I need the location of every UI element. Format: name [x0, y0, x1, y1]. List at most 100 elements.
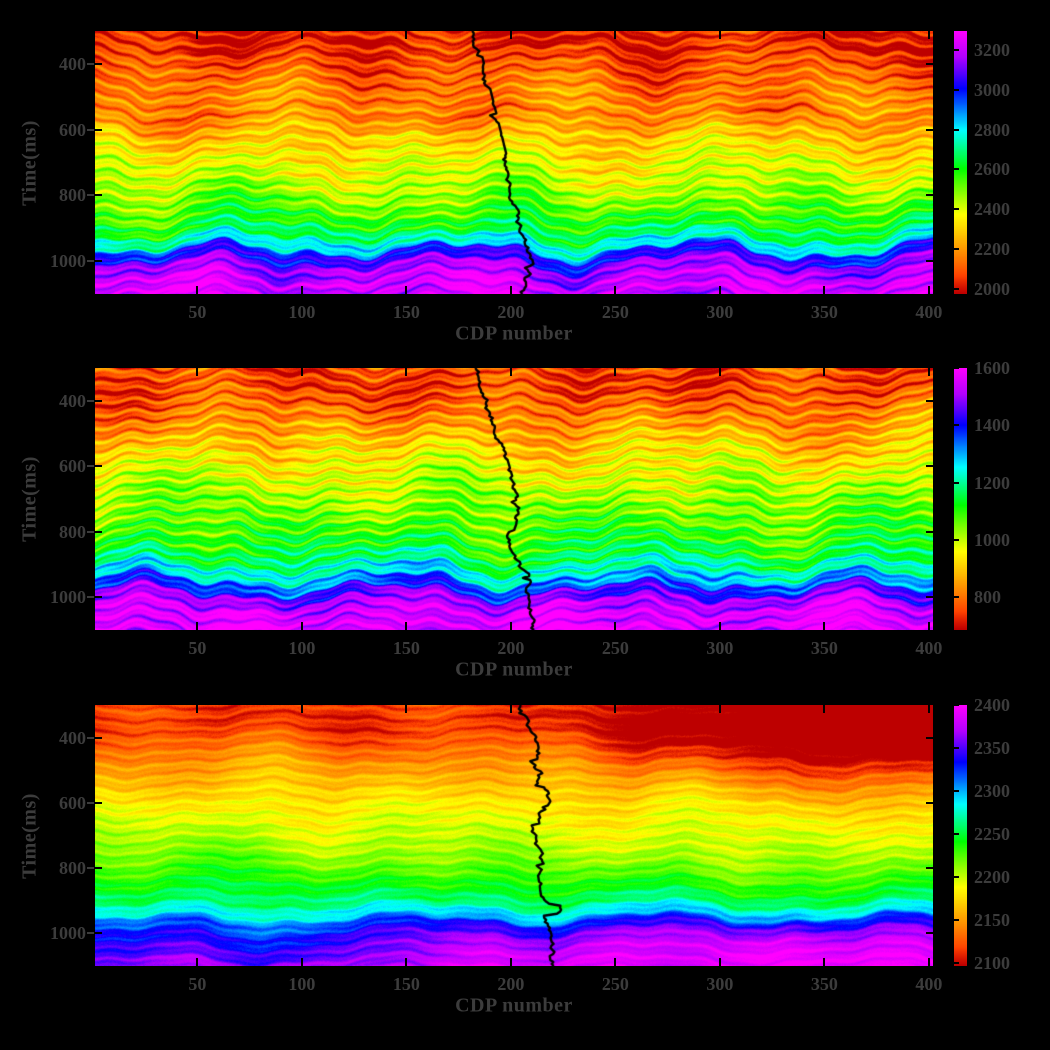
colorbar-tick-label: 2400: [974, 199, 1010, 220]
x-tick-mark: [823, 286, 826, 294]
y-tick-mark: [87, 867, 94, 870]
x-tick-label: 50: [188, 638, 207, 658]
colorbar-tick-mark: [954, 424, 959, 427]
x-tick-label: 150: [392, 974, 420, 994]
y-tick-label: 600: [59, 456, 86, 477]
y-tick-mark: [926, 736, 933, 739]
colorbar-tick-mark: [954, 789, 959, 792]
x-tick-mark: [405, 31, 408, 39]
colorbar-tick-label: 2150: [974, 909, 1010, 930]
y-tick-label: 1000: [50, 251, 86, 272]
colorbar-tick-mark: [954, 961, 959, 964]
heatmap-canvas: [95, 368, 933, 630]
x-tick-label: 250: [601, 638, 629, 658]
x-tick-mark: [718, 622, 721, 630]
x-tick-mark: [509, 705, 512, 713]
colorbar-tick-mark: [954, 88, 959, 91]
x-tick-mark: [196, 31, 199, 39]
x-axis-label: CDP number: [455, 994, 573, 1017]
y-tick-mark: [87, 736, 94, 739]
x-tick-mark: [196, 705, 199, 713]
y-tick-mark: [926, 530, 933, 533]
x-tick-mark: [300, 705, 303, 713]
colorbar-tick-label: 2600: [974, 159, 1010, 180]
x-tick-label: 50: [188, 302, 207, 322]
x-tick-mark: [614, 958, 617, 966]
x-tick-mark: [405, 286, 408, 294]
y-tick-mark: [95, 465, 102, 468]
x-tick-mark: [405, 622, 408, 630]
y-tick-mark: [87, 128, 94, 131]
y-tick-label: 400: [59, 727, 86, 748]
x-tick-mark: [718, 31, 721, 39]
colorbar-tick-label: 2300: [974, 780, 1010, 801]
x-tick-label: 100: [288, 302, 316, 322]
colorbar-tick-mark: [954, 832, 959, 835]
x-tick-mark: [614, 622, 617, 630]
colorbar-tick-mark: [954, 481, 959, 484]
x-tick-mark: [509, 368, 512, 376]
colorbar-tick-label: 800: [974, 587, 1001, 608]
x-tick-mark: [927, 622, 930, 630]
y-tick-mark: [95, 399, 102, 402]
x-tick-mark: [823, 368, 826, 376]
y-tick-mark: [926, 194, 933, 197]
x-tick-mark: [509, 31, 512, 39]
x-tick-mark: [823, 705, 826, 713]
x-tick-mark: [614, 368, 617, 376]
y-tick-label: 800: [59, 185, 86, 206]
colorbar-tick-label: 1000: [974, 529, 1010, 550]
y-tick-mark: [95, 128, 102, 131]
colorbar-tick-mark: [954, 248, 959, 251]
x-tick-label: 200: [497, 974, 525, 994]
x-tick-mark: [300, 622, 303, 630]
y-tick-mark: [87, 399, 94, 402]
y-tick-mark: [95, 530, 102, 533]
x-tick-mark: [614, 286, 617, 294]
y-tick-mark: [87, 260, 94, 263]
x-tick-mark: [614, 31, 617, 39]
x-tick-mark: [405, 705, 408, 713]
x-tick-label: 400: [915, 638, 943, 658]
x-tick-mark: [300, 368, 303, 376]
colorbar-tick-label: 2000: [974, 279, 1010, 300]
colorbar-tick-mark: [954, 367, 959, 369]
colorbar-tick-mark: [954, 168, 959, 171]
colorbar-tick-mark: [954, 128, 959, 131]
y-tick-label: 1000: [50, 923, 86, 944]
y-tick-mark: [95, 260, 102, 263]
colorbar: [954, 31, 967, 294]
x-tick-mark: [196, 286, 199, 294]
x-tick-label: 150: [392, 302, 420, 322]
y-tick-mark: [926, 867, 933, 870]
y-tick-mark: [87, 801, 94, 804]
colorbar: [954, 368, 967, 630]
x-tick-mark: [823, 31, 826, 39]
y-tick-mark: [87, 596, 94, 599]
y-tick-label: 800: [59, 521, 86, 542]
x-tick-label: 250: [601, 974, 629, 994]
x-tick-mark: [927, 31, 930, 39]
colorbar-tick-label: 2250: [974, 823, 1010, 844]
x-tick-mark: [300, 958, 303, 966]
x-tick-label: 200: [497, 638, 525, 658]
x-tick-mark: [823, 622, 826, 630]
colorbar-tick-label: 1400: [974, 415, 1010, 436]
colorbar-tick-label: 2200: [974, 239, 1010, 260]
y-tick-mark: [95, 596, 102, 599]
colorbar-tick-label: 2350: [974, 737, 1010, 758]
colorbar-tick-label: 2400: [974, 695, 1010, 715]
x-tick-mark: [718, 705, 721, 713]
x-tick-label: 400: [915, 302, 943, 322]
x-tick-label: 300: [706, 638, 734, 658]
colorbar-tick-label: 2100: [974, 952, 1010, 973]
x-tick-label: 200: [497, 302, 525, 322]
x-tick-label: 350: [810, 974, 838, 994]
x-tick-mark: [927, 368, 930, 376]
y-tick-label: 400: [59, 53, 86, 74]
x-tick-label: 250: [601, 302, 629, 322]
colorbar-tick-mark: [954, 704, 959, 706]
x-tick-label: 300: [706, 974, 734, 994]
